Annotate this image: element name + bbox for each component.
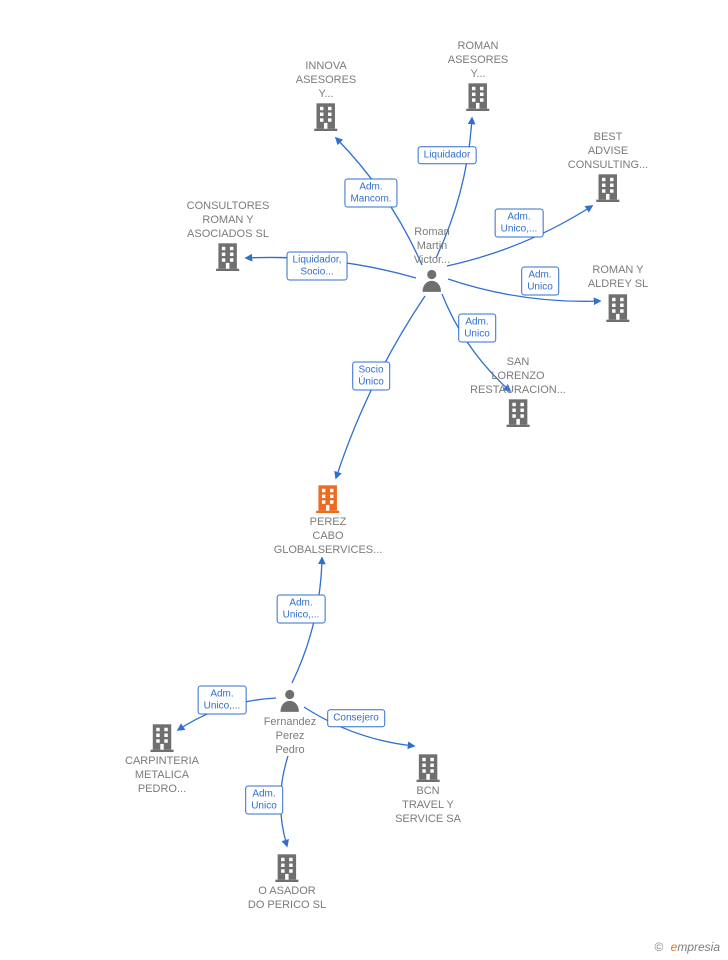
node-label: RomanMartinVictor... [414, 226, 450, 267]
node-label: FernandezPerezPedro [264, 716, 317, 757]
building-icon [312, 101, 340, 131]
edge-label-fernandez-bcn: Consejero [327, 709, 385, 727]
node-asador[interactable]: O ASADORDO PERICO SL [248, 852, 326, 913]
node-label: BESTADVISECONSULTING... [568, 131, 648, 172]
building-icon [504, 397, 532, 427]
building-icon [148, 722, 176, 752]
building-icon [314, 483, 342, 513]
person-icon [421, 267, 443, 293]
node-label: CARPINTERIAMETALICAPEDRO... [125, 755, 199, 796]
copyright-symbol: © [654, 940, 663, 954]
node-best[interactable]: BESTADVISECONSULTING... [568, 128, 648, 202]
person-icon [279, 687, 301, 713]
edge-label-roman_person-consultores: Liquidador,Socio... [287, 252, 348, 281]
node-label: ROMANASESORESY... [448, 40, 509, 81]
node-roman_person[interactable]: RomanMartinVictor... [414, 223, 450, 293]
brand-name: mpresia [677, 940, 720, 954]
node-label: PEREZCABOGLOBALSERVICES... [274, 516, 383, 557]
edge-label-roman_person-roman_ases: Liquidador [418, 146, 477, 164]
edge-label-fernandez-carpinteria: Adm.Unico,... [198, 686, 247, 715]
edge-label-fernandez-perez_cabo: Adm.Unico,... [277, 595, 326, 624]
building-icon [414, 752, 442, 782]
building-icon [594, 172, 622, 202]
node-innova[interactable]: INNOVAASESORESY... [296, 57, 357, 131]
edge-label-roman_person-best: Adm.Unico,... [495, 209, 544, 238]
node-label: SANLORENZORESTAURACION... [470, 356, 566, 397]
diagram-canvas: INNOVAASESORESY... ROMANASESORESY... BES… [0, 0, 728, 960]
building-icon [464, 81, 492, 111]
node-perez_cabo[interactable]: PEREZCABOGLOBALSERVICES... [274, 483, 383, 557]
node-label: INNOVAASESORESY... [296, 60, 357, 101]
node-san_lorenzo[interactable]: SANLORENZORESTAURACION... [470, 353, 566, 427]
node-label: BCNTRAVEL YSERVICE SA [395, 785, 461, 826]
building-icon [214, 241, 242, 271]
node-label: CONSULTORESROMAN YASOCIADOS SL [187, 200, 270, 241]
building-icon [604, 292, 632, 322]
node-roman_ases[interactable]: ROMANASESORESY... [448, 37, 509, 111]
node-label: O ASADORDO PERICO SL [248, 885, 326, 913]
edge-label-roman_person-roman_aldrey: Adm.Unico [521, 267, 559, 296]
node-consultores[interactable]: CONSULTORESROMAN YASOCIADOS SL [187, 197, 270, 271]
node-carpinteria[interactable]: CARPINTERIAMETALICAPEDRO... [125, 722, 199, 796]
node-label: ROMAN YALDREY SL [588, 264, 648, 292]
node-fernandez[interactable]: FernandezPerezPedro [264, 687, 317, 757]
footer-credit: © empresia [654, 940, 720, 954]
edge-label-roman_person-san_lorenzo: Adm.Unico [458, 314, 496, 343]
node-bcn[interactable]: BCNTRAVEL YSERVICE SA [395, 752, 461, 826]
edge-label-roman_person-perez_cabo: SocioÚnico [352, 362, 390, 391]
edge-label-fernandez-asador: Adm.Unico [245, 786, 283, 815]
edge-label-roman_person-innova: Adm.Mancom. [344, 179, 397, 208]
building-icon [273, 852, 301, 882]
node-roman_aldrey[interactable]: ROMAN YALDREY SL [588, 261, 648, 322]
